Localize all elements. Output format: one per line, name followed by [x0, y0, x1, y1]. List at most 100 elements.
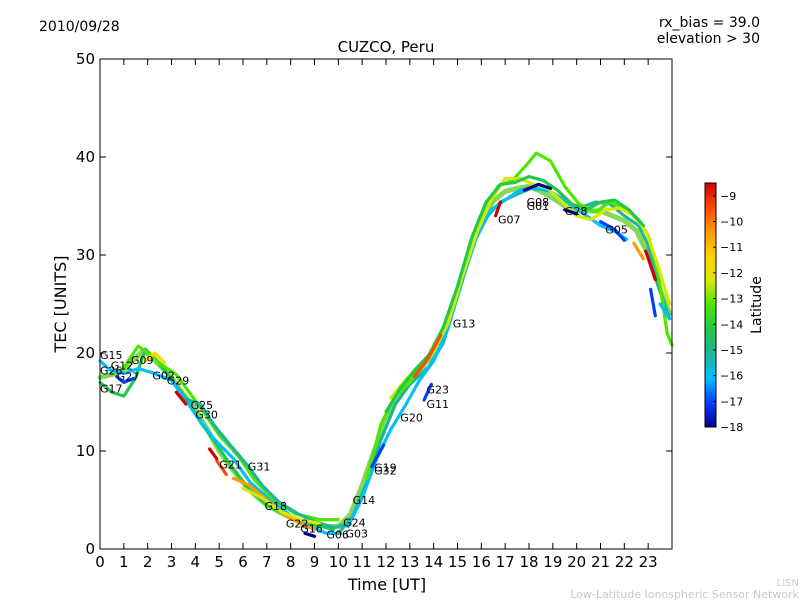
date-label: 2010/09/28: [39, 19, 120, 35]
chart-title: CUZCO, Peru: [338, 38, 435, 56]
tec-trace-5: [143, 351, 166, 365]
satellite-label-g31: G31: [248, 461, 271, 474]
x-tick-label: 23: [639, 553, 658, 571]
tec-trace-24: [215, 459, 228, 477]
footer-network: Low-Latitude Ionospheric Sensor Network: [570, 588, 799, 600]
colorbar-tick-label: −17: [720, 395, 743, 408]
colorbar-tick-label: −18: [720, 421, 743, 434]
y-axis-label: TEC [UNITS]: [51, 256, 70, 354]
y-tick-label: 10: [76, 442, 95, 460]
colorbar-tick-label: −9: [720, 190, 736, 203]
footer-brand: LISN: [777, 578, 799, 589]
y-tick-label: 0: [85, 540, 95, 558]
satellite-label-g32: G32: [374, 465, 397, 478]
x-tick-label: 16: [472, 553, 491, 571]
tec-trace-26: [208, 447, 219, 461]
x-tick-label: 20: [567, 553, 586, 571]
satellite-label-g02: G02: [152, 370, 175, 383]
tec-trace-4: [115, 374, 135, 384]
tec-trace-15: [494, 200, 502, 218]
satellite-label-g28: G28: [565, 205, 588, 218]
rx-bias-label: rx_bias = 39.0: [659, 15, 760, 31]
x-axis-ticks: 0 1 2 3 4 5 6 7 8 9 10 11 12 13 14 15 16 17 18 19 20 21 22 23: [95, 59, 658, 571]
x-tick-label: 7: [262, 553, 272, 571]
satellite-label-g09: G09: [131, 354, 154, 367]
satellite-label-g26: G26: [100, 365, 123, 378]
tec-trace-21: [648, 287, 657, 318]
satellite-label-g15: G15: [100, 349, 123, 362]
tec-trace-16: [522, 182, 553, 192]
satellite-label-g07: G07: [498, 214, 521, 227]
satellite-label-g30: G30: [195, 409, 218, 422]
satellite-label-g11: G11: [427, 398, 450, 411]
satellite-label-g06: G06: [326, 528, 349, 541]
satellite-label-g24: G24: [343, 517, 366, 530]
colorbar-tick-label: −12: [720, 267, 743, 280]
x-tick-label: 0: [95, 553, 105, 571]
colorbar-tick-label: −11: [720, 241, 743, 254]
satellite-label-g13: G13: [453, 318, 476, 331]
x-axis-label: Time [UT]: [347, 575, 426, 594]
x-tick-label: 5: [214, 553, 224, 571]
tec-trace-7: [241, 486, 321, 526]
satellite-label-g16: G16: [300, 522, 323, 535]
elevation-label: elevation > 30: [657, 31, 760, 47]
x-tick-label: 13: [400, 553, 419, 571]
x-tick-label: 10: [329, 553, 348, 571]
colorbar-tick-label: −15: [720, 344, 743, 357]
x-tick-label: 12: [376, 553, 395, 571]
y-tick-label: 40: [76, 148, 95, 166]
satellite-label-g08: G08: [527, 196, 550, 209]
satellite-label-g18: G18: [265, 500, 288, 513]
y-tick-label: 30: [76, 246, 95, 264]
x-tick-label: 9: [310, 553, 320, 571]
x-tick-label: 21: [591, 553, 610, 571]
x-tick-label: 15: [448, 553, 467, 571]
satellite-label-g21: G21: [219, 459, 242, 472]
x-tick-label: 2: [143, 553, 153, 571]
tec-trace-8: [303, 531, 317, 538]
colorbar-tick-label: −10: [720, 216, 743, 229]
y-tick-label: 20: [76, 344, 95, 362]
satellite-label-g27: G27: [117, 371, 140, 384]
tec-trace-20: [644, 249, 657, 282]
x-tick-label: 6: [238, 553, 248, 571]
x-tick-label: 3: [167, 553, 177, 571]
x-tick-label: 19: [543, 553, 562, 571]
colorbar: [704, 182, 717, 428]
satellite-label-g17: G17: [100, 382, 123, 395]
colorbar-tick-label: −14: [720, 318, 743, 331]
x-tick-label: 1: [119, 553, 129, 571]
satellite-label-g14: G14: [353, 494, 376, 507]
x-tick-label: 11: [353, 553, 372, 571]
y-axis-ticks: 0 10 20 30 40 50: [76, 50, 672, 558]
colorbar-tick-label: −16: [720, 370, 743, 383]
satellite-label-g19: G19: [374, 462, 397, 475]
tec-trace-27: [422, 382, 433, 402]
satellite-label-g29: G29: [167, 374, 190, 387]
tec-trace-14: [413, 333, 443, 379]
satellite-label-g12: G12: [111, 360, 134, 373]
colorbar-tick-label: −13: [720, 293, 743, 306]
satellite-label-g23: G23: [427, 383, 450, 396]
x-tick-label: 8: [286, 553, 296, 571]
tec-trace-19: [632, 241, 646, 261]
x-tick-label: 4: [191, 553, 201, 571]
x-tick-label: 18: [519, 553, 538, 571]
tec-trace-10: [346, 185, 629, 529]
x-tick-label: 22: [615, 553, 634, 571]
x-tick-label: 14: [424, 553, 443, 571]
colorbar-ticks: −9 −10 −11 −12 −13 −14 −15 −16 −17 −18: [713, 190, 743, 434]
tec-trace-25: [370, 443, 386, 469]
tec-trace-18: [598, 220, 626, 242]
colorbar-label: Latitude: [749, 276, 765, 334]
tec-trace-17: [563, 208, 579, 216]
satellite-label-g22: G22: [286, 518, 309, 531]
tec-trace-23: [174, 390, 188, 406]
satellite-label-g03: G03: [346, 527, 369, 540]
satellite-label-g20: G20: [400, 412, 423, 425]
tec-trace-22: [658, 302, 672, 321]
